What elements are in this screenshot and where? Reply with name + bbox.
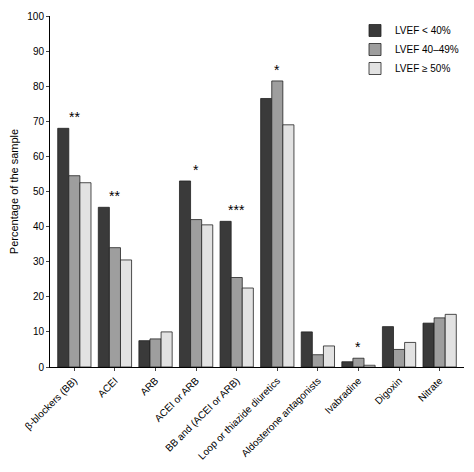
svg-text:BB and (ACEI or ARB): BB and (ACEI or ARB) bbox=[163, 375, 242, 454]
svg-text:*: * bbox=[274, 62, 280, 78]
svg-text:Aldosterone antagonists: Aldosterone antagonists bbox=[239, 375, 323, 459]
svg-text:50: 50 bbox=[33, 186, 45, 197]
svg-text:***: *** bbox=[228, 202, 245, 218]
svg-text:10: 10 bbox=[33, 326, 45, 337]
svg-text:40: 40 bbox=[33, 221, 45, 232]
svg-text:β-blockers (BB): β-blockers (BB) bbox=[23, 375, 80, 432]
svg-text:Loop or thiazide diuretics: Loop or thiazide diuretics bbox=[196, 375, 282, 461]
svg-text:20: 20 bbox=[33, 291, 45, 302]
svg-text:LVEF ≥ 50%: LVEF ≥ 50% bbox=[395, 63, 450, 74]
svg-text:100: 100 bbox=[27, 11, 44, 22]
svg-text:**: ** bbox=[109, 188, 120, 204]
svg-text:Nitrate: Nitrate bbox=[416, 375, 445, 404]
svg-text:90: 90 bbox=[33, 46, 45, 57]
svg-text:Percentage of the sample: Percentage of the sample bbox=[8, 129, 20, 254]
svg-text:ACEI: ACEI bbox=[96, 375, 120, 399]
svg-text:LVEF < 40%: LVEF < 40% bbox=[395, 25, 451, 36]
svg-text:70: 70 bbox=[33, 116, 45, 127]
svg-text:LVEF 40–49%: LVEF 40–49% bbox=[395, 44, 459, 55]
svg-text:ARB: ARB bbox=[138, 375, 161, 398]
svg-text:*: * bbox=[355, 339, 361, 355]
svg-text:Ivabradine: Ivabradine bbox=[323, 375, 364, 416]
svg-text:*: * bbox=[193, 162, 199, 178]
svg-text:60: 60 bbox=[33, 151, 45, 162]
svg-text:30: 30 bbox=[33, 256, 45, 267]
svg-text:0: 0 bbox=[38, 362, 44, 373]
svg-text:ACEI or ARB: ACEI or ARB bbox=[152, 375, 201, 424]
svg-text:80: 80 bbox=[33, 81, 45, 92]
svg-text:**: ** bbox=[69, 109, 80, 125]
svg-text:Digoxin: Digoxin bbox=[373, 375, 404, 406]
